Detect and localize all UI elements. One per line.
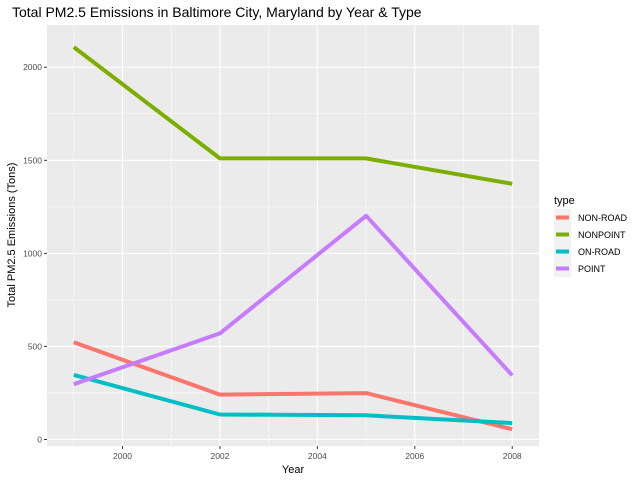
legend-label-non-road: NON-ROAD [578,213,627,223]
y-tick-label: 1000 [23,248,42,258]
y-tick-label: 1500 [23,155,42,165]
x-tick-label: 2004 [308,451,327,461]
x-axis-title: Year [282,464,305,476]
series-line-non-road [73,340,513,432]
legend-label-nonpoint: NONPOINT [578,230,626,240]
x-tick-label: 2008 [503,451,522,461]
x-axis-ticks: 2000 2002 2004 2006 2008 [113,446,522,461]
chart-title: Total PM2.5 Emissions in Baltimore City,… [12,4,422,20]
y-tick-label: 0 [37,434,42,444]
legend-label-point: POINT [578,264,606,274]
y-tick-label: 500 [28,341,42,351]
y-axis-title: Total PM2.5 Emissions (Tons) [6,163,18,308]
series-line-point [73,213,514,387]
x-tick-label: 2000 [113,451,132,461]
legend-label-on-road: ON-ROAD [578,247,621,257]
series-line-nonpoint [72,45,513,186]
x-tick-label: 2006 [405,451,424,461]
plot-panel [47,25,539,446]
legend-title: type [554,195,575,207]
x-tick-label: 2002 [210,451,229,461]
series-line-on-road [73,372,513,426]
series-lines [72,45,514,432]
legend: type NON-ROAD NONPOINT ON-ROAD POINT [554,195,627,277]
y-axis-ticks: 0 500 1000 1500 2000 [23,62,47,444]
y-tick-label: 2000 [23,62,42,72]
